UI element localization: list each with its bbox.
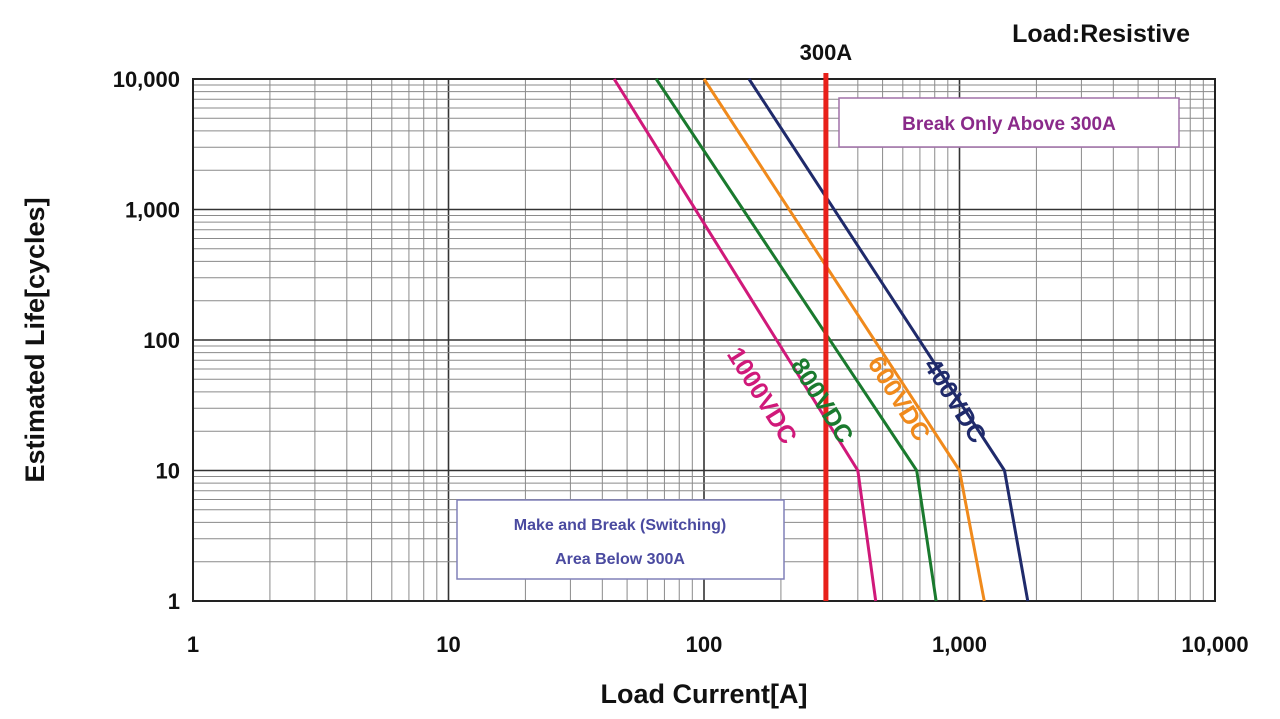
switching-text-line-2: Area Below 300A xyxy=(555,551,685,568)
break-only-text: Break Only Above 300A xyxy=(902,114,1116,135)
series-group xyxy=(612,78,1030,602)
x-tick-label: 1,000 xyxy=(932,632,987,657)
reference-line-label: 300A xyxy=(800,40,853,65)
y-tick-label: 10 xyxy=(156,459,180,484)
switching-area-annotation: Make and Break (Switching) Area Below 30… xyxy=(456,499,785,580)
y-tick-label: 1,000 xyxy=(125,198,180,223)
y-tick-label: 10,000 xyxy=(113,67,180,92)
x-axis-label: Load Current[A] xyxy=(601,679,808,709)
series-line-800vdc xyxy=(654,78,938,602)
x-tick-label: 100 xyxy=(686,632,723,657)
y-tick-label: 1 xyxy=(168,589,180,614)
y-tick-label: 100 xyxy=(143,328,180,353)
series-label-1000vdc: 1000VDC xyxy=(721,342,802,449)
x-tick-label: 10 xyxy=(436,632,460,657)
y-axis-label: Estimated Life[cycles] xyxy=(20,197,50,482)
series-line-600vdc xyxy=(702,78,986,602)
switching-text-line-1: Make and Break (Switching) xyxy=(514,517,727,534)
grid xyxy=(192,78,1216,602)
series-line-1000vdc xyxy=(612,78,878,602)
x-tick-label: 10,000 xyxy=(1181,632,1248,657)
x-tick-label: 1 xyxy=(187,632,199,657)
series-line-400vdc xyxy=(747,78,1030,602)
chart-title: Load:Resistive xyxy=(1012,20,1190,48)
break-only-annotation: Break Only Above 300A xyxy=(838,97,1180,148)
tick-labels: 1 10 100 1,000 10,000 1 10 100 1,000 10,000 xyxy=(113,67,1249,657)
